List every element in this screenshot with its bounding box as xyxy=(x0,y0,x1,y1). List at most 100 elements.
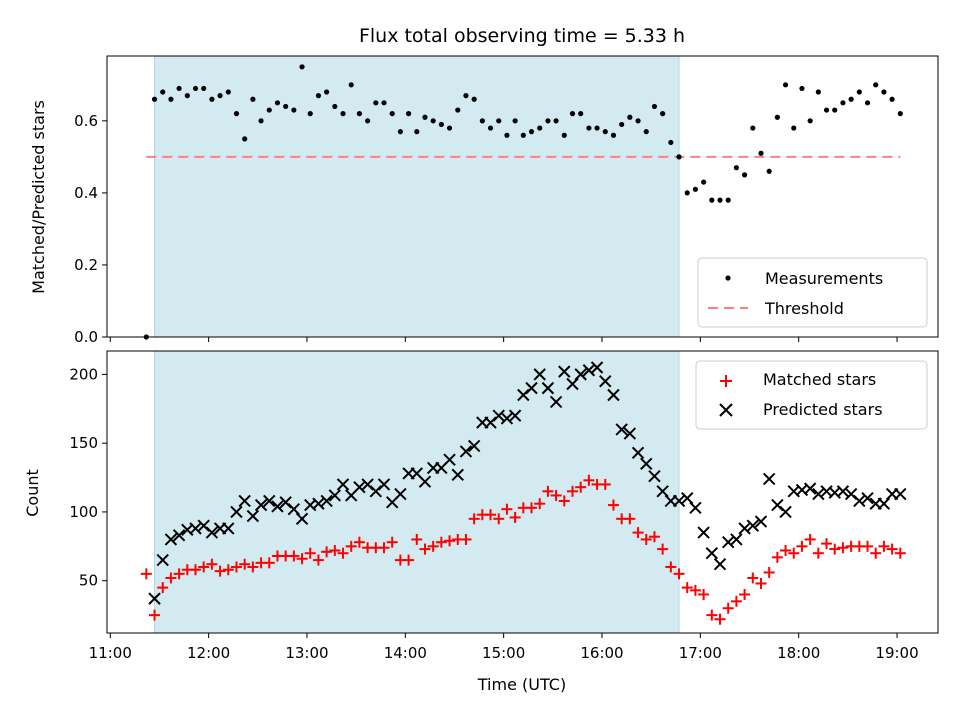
measurement-point xyxy=(324,89,330,95)
predicted-star-point xyxy=(205,526,219,539)
predicted-star-mark-b xyxy=(353,480,366,494)
predicted-star-mark-b xyxy=(582,364,596,377)
predicted-star-point xyxy=(230,505,243,519)
predicted-star-point xyxy=(254,498,268,512)
predicted-star-mark-b xyxy=(648,469,661,483)
matched-star-point xyxy=(288,550,300,562)
matched-stars-points xyxy=(140,474,906,625)
predicted-star-mark-b xyxy=(279,496,292,509)
measurement-point xyxy=(676,154,682,160)
measurement-point xyxy=(381,100,387,106)
predicted-star-mark-b xyxy=(656,485,669,498)
matched-star-point xyxy=(862,540,874,552)
measurement-point xyxy=(643,129,649,135)
predicted-star-point xyxy=(853,494,866,508)
predicted-star-mark-b xyxy=(525,381,538,395)
predicted-star-mark-b xyxy=(615,423,628,436)
measurement-point xyxy=(717,197,723,203)
measurement-point xyxy=(438,121,444,128)
predicted-star-point xyxy=(582,364,596,377)
matched-star-point xyxy=(542,485,554,497)
predicted-star-point xyxy=(689,501,702,515)
legend-predicted-label: Predicted stars xyxy=(763,400,883,419)
predicted-star-point xyxy=(779,505,792,519)
measurement-point xyxy=(168,96,174,102)
matched-star-point xyxy=(870,547,882,559)
matched-star-point xyxy=(296,553,308,565)
matched-star-point xyxy=(788,547,800,559)
bottom-y-tick-label: 50 xyxy=(79,572,98,590)
matched-star-point xyxy=(337,547,349,559)
measurement-point xyxy=(610,132,617,138)
predicted-star-mark-b xyxy=(894,487,907,501)
predicted-star-point xyxy=(623,427,637,440)
measurement-point xyxy=(528,129,535,135)
measurements-points xyxy=(143,64,903,340)
bottom-axes-frame xyxy=(106,350,939,634)
measurement-point xyxy=(881,89,887,95)
predicted-star-mark-b xyxy=(263,494,276,508)
predicted-star-mark-b xyxy=(558,365,571,378)
measurement-point xyxy=(233,111,240,117)
matched-star-point xyxy=(419,543,431,555)
predicted-star-mark-b xyxy=(238,494,251,508)
matched-star-point xyxy=(239,558,251,570)
measurement-point xyxy=(668,139,674,146)
predicted-star-mark-b xyxy=(222,522,235,535)
predicted-star-mark-b xyxy=(697,526,710,539)
predicted-star-mark-b xyxy=(754,515,768,528)
predicted-star-point xyxy=(541,381,555,395)
measurement-point xyxy=(594,125,600,131)
matched-star-point xyxy=(558,495,570,507)
predicted-star-point xyxy=(746,519,759,532)
predicted-star-mark-b xyxy=(844,487,858,501)
predicted-star-mark-b xyxy=(713,558,727,571)
predicted-star-mark-b xyxy=(394,487,407,501)
measurement-point xyxy=(217,93,223,99)
top-x-ticks xyxy=(109,337,898,342)
predicted-star-point xyxy=(377,478,391,491)
predicted-star-mark-b xyxy=(172,529,186,542)
measurement-point xyxy=(553,118,559,124)
predicted-star-point xyxy=(812,487,825,501)
legend-matched-marker xyxy=(720,375,732,387)
matched-star-point xyxy=(829,543,841,555)
predicted-star-mark-b xyxy=(164,533,178,546)
matched-star-point xyxy=(378,542,390,554)
predicted-star-point xyxy=(894,487,907,501)
measurement-point xyxy=(446,125,453,131)
chart-title: Flux total observing time = 5.33 h xyxy=(359,25,685,47)
predicted-star-mark-b xyxy=(730,533,743,546)
measurement-point xyxy=(389,111,395,117)
top-legend-box xyxy=(697,257,928,328)
predicted-star-point xyxy=(533,368,546,381)
measurement-point xyxy=(660,111,666,117)
predicted-star-mark-b xyxy=(451,468,464,482)
matched-star-point xyxy=(755,577,767,589)
bottom-x-tick-label: 19:00 xyxy=(875,644,918,662)
measurement-point xyxy=(242,136,248,142)
predicted-star-mark-b xyxy=(803,482,817,495)
bottom-y-axis-label: Count xyxy=(23,469,42,517)
matched-star-point xyxy=(780,544,792,556)
predicted-star-mark-b xyxy=(762,472,776,486)
predicted-star-mark-b xyxy=(590,361,604,374)
measurement-point xyxy=(692,186,699,192)
measurement-point xyxy=(897,111,903,117)
predicted-star-mark-b xyxy=(631,446,645,460)
bottom-y-ticks: 50 100 150 200 xyxy=(69,365,107,590)
predicted-star-point xyxy=(492,409,505,422)
predicted-star-point xyxy=(451,468,464,482)
measurement-point xyxy=(192,85,199,92)
measurement-point xyxy=(758,150,764,156)
matched-star-point xyxy=(149,609,161,621)
top-y-tick-label: 0.6 xyxy=(74,112,98,130)
predicted-star-point xyxy=(713,558,727,571)
measurement-point xyxy=(250,96,256,102)
matched-star-point xyxy=(894,547,906,559)
predicted-star-point xyxy=(631,446,645,460)
matched-star-point xyxy=(427,540,439,552)
bottom-y-tick-label: 100 xyxy=(69,503,98,521)
x-axis-label: Time (UTC) xyxy=(477,675,566,694)
predicted-star-mark-b xyxy=(549,395,563,409)
